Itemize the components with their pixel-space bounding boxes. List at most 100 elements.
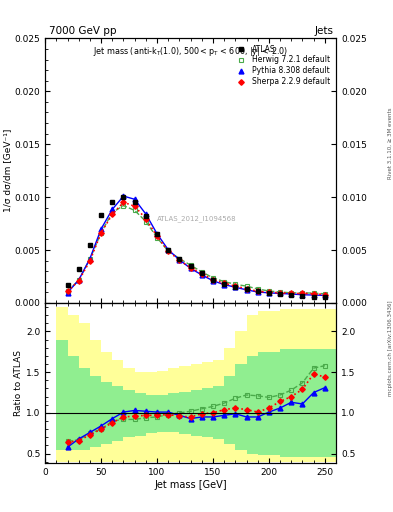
Herwig 7.2.1 default (244, 283, 249, 289)
Pythia 8.308 default (255, 289, 260, 295)
Sherpa 2.2.9 default (323, 291, 327, 297)
X-axis label: Jet mass [GeV]: Jet mass [GeV] (154, 480, 227, 490)
Herwig 7.2.1 default (289, 290, 294, 296)
Pythia 8.308 default (266, 290, 271, 296)
Y-axis label: Ratio to ATLAS: Ratio to ATLAS (14, 350, 23, 416)
ATLAS (110, 199, 115, 205)
Herwig 7.2.1 default (177, 255, 182, 262)
Pythia 8.308 default (199, 272, 204, 278)
ATLAS (233, 284, 238, 290)
ATLAS (177, 255, 182, 262)
Sherpa 2.2.9 default (199, 271, 204, 277)
Pythia 8.308 default (211, 278, 215, 284)
Herwig 7.2.1 default (266, 288, 271, 294)
ATLAS (255, 288, 260, 294)
ATLAS (143, 213, 148, 219)
Sherpa 2.2.9 default (233, 283, 238, 289)
Herwig 7.2.1 default (300, 290, 305, 296)
Herwig 7.2.1 default (155, 234, 160, 241)
Sherpa 2.2.9 default (311, 290, 316, 296)
Sherpa 2.2.9 default (255, 288, 260, 294)
Sherpa 2.2.9 default (121, 199, 126, 205)
Herwig 7.2.1 default (233, 281, 238, 287)
Pythia 8.308 default (121, 193, 126, 199)
Pythia 8.308 default (244, 287, 249, 293)
Sherpa 2.2.9 default (88, 258, 92, 264)
Herwig 7.2.1 default (110, 209, 115, 216)
ATLAS (244, 286, 249, 292)
ATLAS (88, 242, 92, 248)
Herwig 7.2.1 default (76, 277, 81, 283)
Pythia 8.308 default (278, 290, 283, 296)
Pythia 8.308 default (65, 290, 70, 296)
Sherpa 2.2.9 default (289, 290, 294, 296)
Text: mcplots.cern.ch [arXiv:1306.3436]: mcplots.cern.ch [arXiv:1306.3436] (388, 301, 393, 396)
Pythia 8.308 default (132, 196, 137, 202)
ATLAS (199, 270, 204, 276)
Herwig 7.2.1 default (132, 207, 137, 214)
Sherpa 2.2.9 default (166, 248, 171, 254)
Sherpa 2.2.9 default (222, 280, 226, 286)
Herwig 7.2.1 default (311, 290, 316, 296)
ATLAS (323, 294, 327, 300)
Pythia 8.308 default (143, 211, 148, 217)
Pythia 8.308 default (300, 292, 305, 298)
Line: ATLAS: ATLAS (65, 195, 327, 300)
ATLAS (121, 194, 126, 200)
Sherpa 2.2.9 default (99, 230, 103, 236)
Pythia 8.308 default (166, 247, 171, 253)
Pythia 8.308 default (289, 291, 294, 297)
Sherpa 2.2.9 default (244, 286, 249, 292)
Herwig 7.2.1 default (323, 291, 327, 297)
Herwig 7.2.1 default (121, 203, 126, 209)
ATLAS (155, 231, 160, 237)
ATLAS (222, 281, 226, 287)
Herwig 7.2.1 default (166, 248, 171, 254)
Herwig 7.2.1 default (199, 269, 204, 275)
Pythia 8.308 default (323, 292, 327, 298)
ATLAS (188, 263, 193, 269)
Sherpa 2.2.9 default (155, 233, 160, 240)
Pythia 8.308 default (177, 257, 182, 263)
Pythia 8.308 default (233, 284, 238, 290)
Sherpa 2.2.9 default (65, 288, 70, 294)
ATLAS (166, 247, 171, 253)
ATLAS (132, 199, 137, 205)
Pythia 8.308 default (222, 282, 226, 288)
Sherpa 2.2.9 default (177, 257, 182, 263)
Pythia 8.308 default (311, 292, 316, 298)
Herwig 7.2.1 default (255, 286, 260, 292)
Herwig 7.2.1 default (65, 288, 70, 294)
ATLAS (266, 290, 271, 296)
Pythia 8.308 default (188, 265, 193, 271)
Herwig 7.2.1 default (143, 219, 148, 225)
Pythia 8.308 default (88, 255, 92, 262)
ATLAS (76, 266, 81, 272)
ATLAS (211, 276, 215, 283)
Herwig 7.2.1 default (88, 256, 92, 262)
Legend: ATLAS, Herwig 7.2.1 default, Pythia 8.308 default, Sherpa 2.2.9 default: ATLAS, Herwig 7.2.1 default, Pythia 8.30… (231, 42, 332, 89)
Herwig 7.2.1 default (211, 275, 215, 281)
ATLAS (311, 293, 316, 300)
Line: Pythia 8.308 default: Pythia 8.308 default (65, 194, 327, 298)
Sherpa 2.2.9 default (266, 289, 271, 295)
Pythia 8.308 default (110, 206, 115, 212)
ATLAS (289, 292, 294, 298)
Sherpa 2.2.9 default (211, 276, 215, 283)
Sherpa 2.2.9 default (188, 265, 193, 271)
Pythia 8.308 default (99, 226, 103, 232)
Sherpa 2.2.9 default (278, 290, 283, 296)
Pythia 8.308 default (76, 277, 81, 283)
Y-axis label: 1/σ dσ/dm [GeV⁻¹]: 1/σ dσ/dm [GeV⁻¹] (3, 129, 12, 212)
Sherpa 2.2.9 default (76, 278, 81, 284)
Sherpa 2.2.9 default (143, 216, 148, 222)
ATLAS (65, 282, 70, 288)
Text: Jet mass (anti-k$_\mathrm{T}$(1.0), 500< p$_\mathrm{T}$ < 600, |y| < 2.0): Jet mass (anti-k$_\mathrm{T}$(1.0), 500<… (93, 45, 288, 58)
ATLAS (300, 292, 305, 298)
Line: Sherpa 2.2.9 default: Sherpa 2.2.9 default (66, 200, 327, 296)
Sherpa 2.2.9 default (110, 211, 115, 218)
Line: Herwig 7.2.1 default: Herwig 7.2.1 default (65, 203, 327, 296)
ATLAS (99, 212, 103, 218)
ATLAS (278, 291, 283, 297)
Sherpa 2.2.9 default (132, 203, 137, 209)
